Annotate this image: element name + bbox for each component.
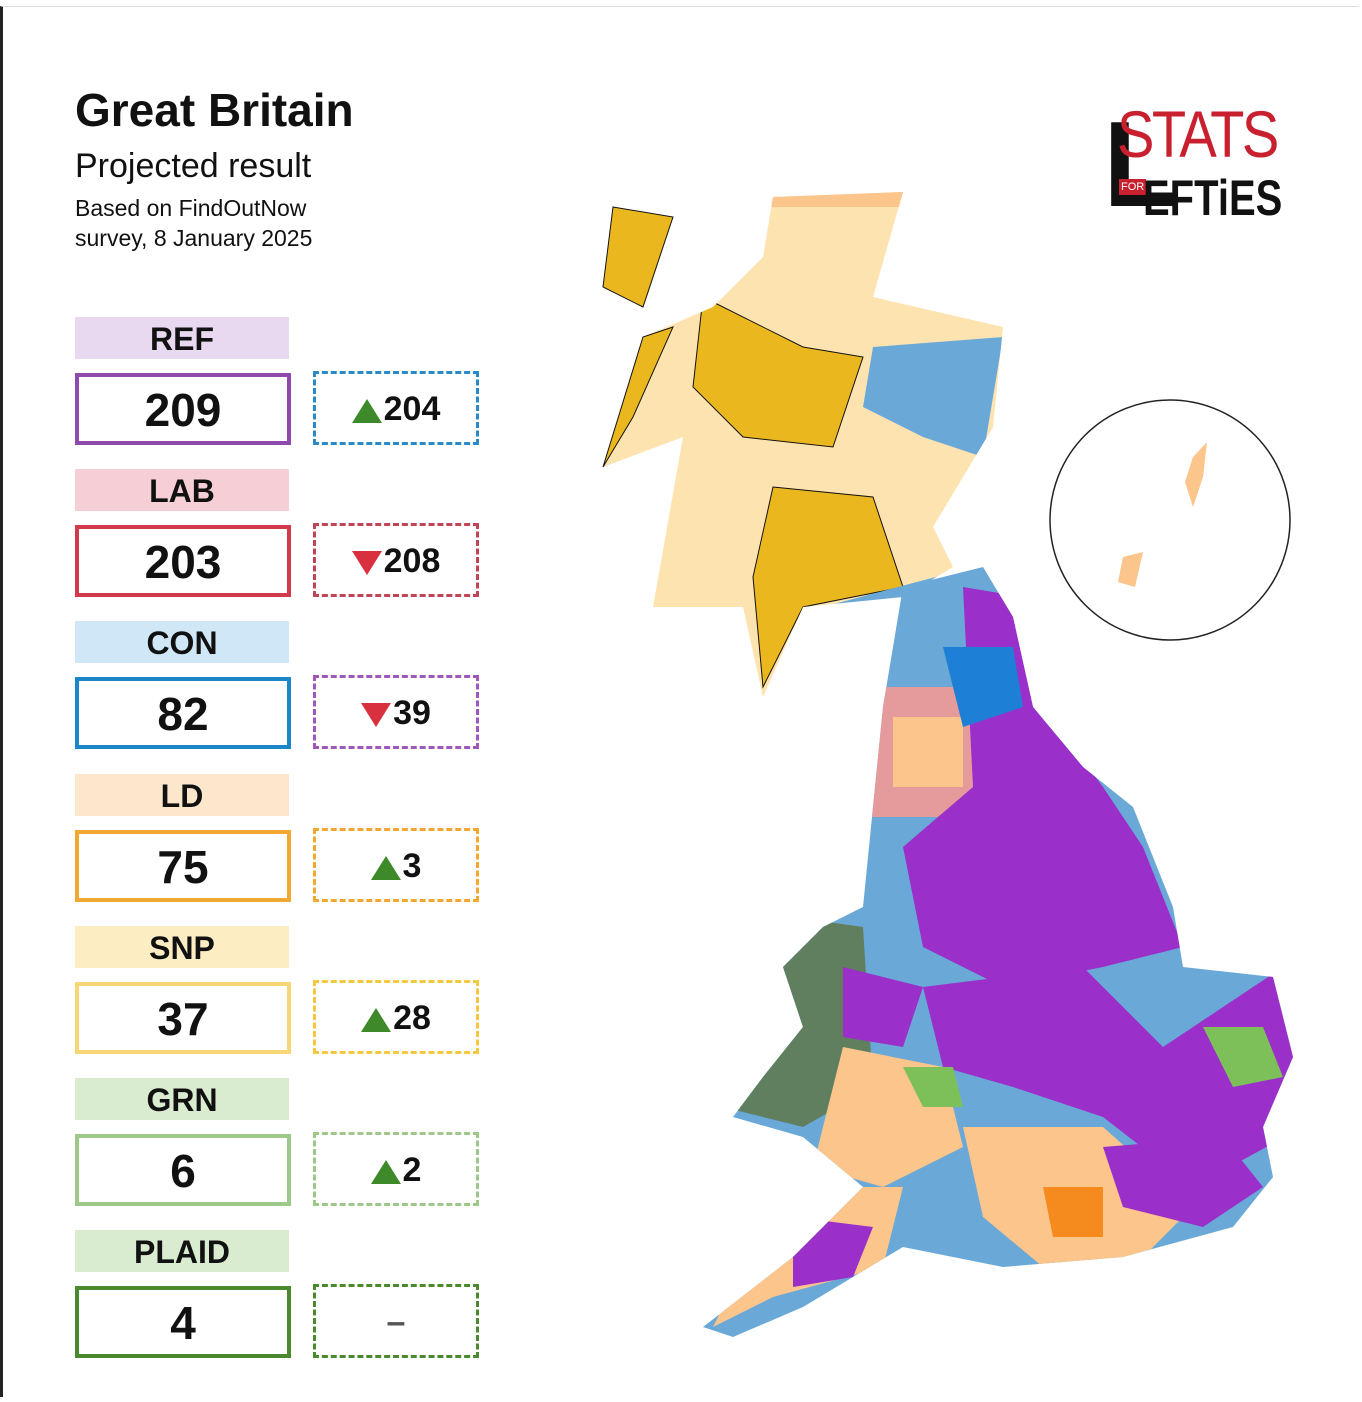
seat-change: 3: [313, 827, 479, 902]
party-label: PLAID: [75, 1230, 289, 1273]
map: [602, 192, 1293, 1337]
subtitle: Projected result: [75, 147, 312, 185]
change-value: 3: [402, 846, 422, 885]
seat-count: 75: [75, 829, 291, 902]
change-value: 28: [393, 998, 431, 1037]
england-wales: [703, 567, 1293, 1337]
party-label: SNP: [75, 925, 289, 968]
party-label: CON: [75, 621, 289, 664]
seat-count: 4: [75, 1286, 291, 1359]
arrow-down: [361, 703, 392, 728]
change-value: 204: [383, 390, 441, 428]
logo-top: STATS: [1117, 97, 1279, 171]
arrow-up: [370, 855, 401, 880]
seat-count: 37: [75, 981, 291, 1054]
seat-count: 209: [75, 373, 291, 445]
arrow-up: [361, 1007, 392, 1032]
seat-count: 6: [75, 1134, 291, 1206]
inset-circle: [1049, 399, 1291, 641]
party-label: REF: [75, 317, 289, 359]
shetland: [1118, 442, 1207, 587]
arrow-up: [370, 1160, 401, 1185]
logo: L STATS FOR EFTiES: [1103, 99, 1283, 229]
party-label: LD: [75, 773, 289, 816]
source: Based on FindOutNow: [75, 195, 307, 221]
change-value: 208: [383, 542, 441, 581]
arrow-up: [351, 399, 382, 424]
seat-change: 204: [313, 371, 479, 445]
seat-change: 2: [313, 1132, 479, 1206]
frame: Great Britain Projected result Based on …: [0, 6, 1359, 1397]
islands: [602, 206, 674, 468]
seat-change: 28: [313, 979, 479, 1054]
seat-change: 39: [313, 675, 479, 750]
change-value: –: [386, 1303, 406, 1342]
change-value: 39: [393, 694, 431, 733]
seat-change: 208: [313, 523, 479, 598]
seat-count: 203: [75, 525, 291, 598]
party-label: LAB: [75, 469, 289, 512]
logo-small: FOR: [1119, 179, 1147, 195]
seat-change: –: [313, 1284, 479, 1359]
arrow-down: [351, 551, 382, 576]
logo-bottom: EFTiES: [1143, 170, 1283, 226]
change-value: 2: [402, 1151, 422, 1189]
source: survey, 8 January 2025: [75, 225, 313, 251]
party-label: GRN: [75, 1078, 289, 1120]
logo-l: L: [1103, 96, 1178, 232]
title: Great Britain: [75, 84, 354, 136]
seat-count: 82: [75, 677, 291, 750]
